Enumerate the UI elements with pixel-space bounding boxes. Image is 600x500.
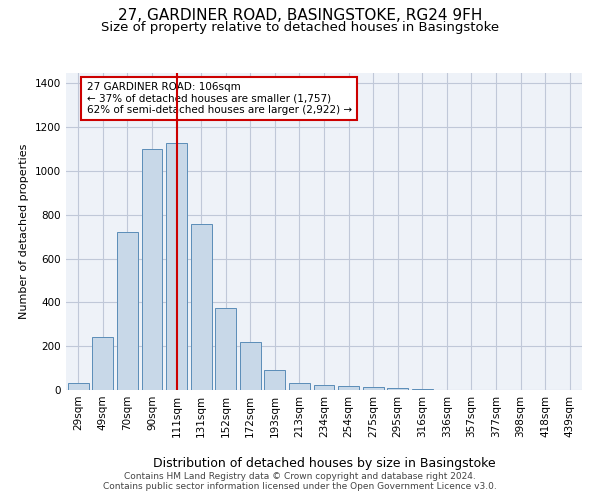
Text: Contains HM Land Registry data © Crown copyright and database right 2024.: Contains HM Land Registry data © Crown c… [124,472,476,481]
Bar [117,232,138,390]
Bar [166,142,187,390]
Bar [92,338,113,390]
Bar [387,388,408,390]
Bar [240,342,261,390]
Bar [215,308,236,390]
Bar [191,224,212,390]
Bar [289,384,310,390]
Text: Size of property relative to detached houses in Basingstoke: Size of property relative to detached ho… [101,21,499,34]
Y-axis label: Number of detached properties: Number of detached properties [19,144,29,319]
Bar [412,389,433,390]
Bar [362,386,383,390]
Bar [68,384,89,390]
Bar [265,370,286,390]
Text: 27, GARDINER ROAD, BASINGSTOKE, RG24 9FH: 27, GARDINER ROAD, BASINGSTOKE, RG24 9FH [118,8,482,22]
Text: 27 GARDINER ROAD: 106sqm
← 37% of detached houses are smaller (1,757)
62% of sem: 27 GARDINER ROAD: 106sqm ← 37% of detach… [86,82,352,115]
Text: Distribution of detached houses by size in Basingstoke: Distribution of detached houses by size … [152,458,496,470]
Bar [338,386,359,390]
Bar [314,384,334,390]
Text: Contains public sector information licensed under the Open Government Licence v3: Contains public sector information licen… [103,482,497,491]
Bar [142,149,163,390]
